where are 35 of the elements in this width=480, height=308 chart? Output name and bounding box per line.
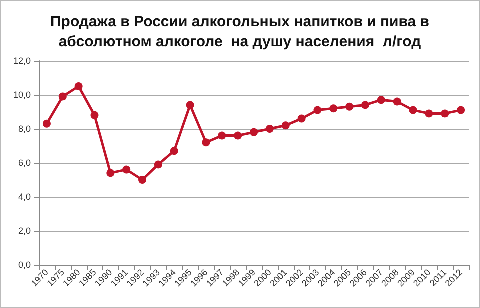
y-tick-label: 0,0 [18, 260, 31, 270]
y-tick-label: 2,0 [18, 226, 31, 236]
y-tick-label: 4,0 [18, 192, 31, 202]
point [346, 102, 354, 111]
y-tick-label: 12,0 [13, 56, 31, 66]
point [457, 106, 466, 114]
point [170, 147, 178, 156]
point [361, 101, 370, 110]
point [58, 92, 67, 101]
point [266, 125, 274, 133]
point [106, 169, 115, 178]
point [377, 96, 386, 104]
point [409, 106, 418, 114]
point [441, 110, 450, 118]
point [74, 82, 83, 90]
point [425, 110, 434, 118]
point [122, 166, 131, 174]
point [154, 160, 162, 169]
point [42, 120, 51, 128]
point [330, 104, 338, 113]
point [186, 101, 194, 110]
point [218, 132, 226, 140]
point [282, 122, 290, 130]
point [234, 132, 242, 140]
y-tick-label: 8,0 [18, 124, 31, 134]
point [90, 111, 99, 120]
point [314, 106, 322, 114]
chart-title: Продажа в России алкогольных напитков и пива в абсолютном алкоголе на душу населения л/год [50, 14, 430, 50]
point [138, 176, 147, 184]
point [250, 128, 258, 136]
point [393, 98, 402, 106]
y-tick-label: 6,0 [18, 158, 31, 168]
point [298, 114, 306, 123]
y-tick-label: 10,0 [13, 90, 31, 100]
point [202, 138, 210, 147]
